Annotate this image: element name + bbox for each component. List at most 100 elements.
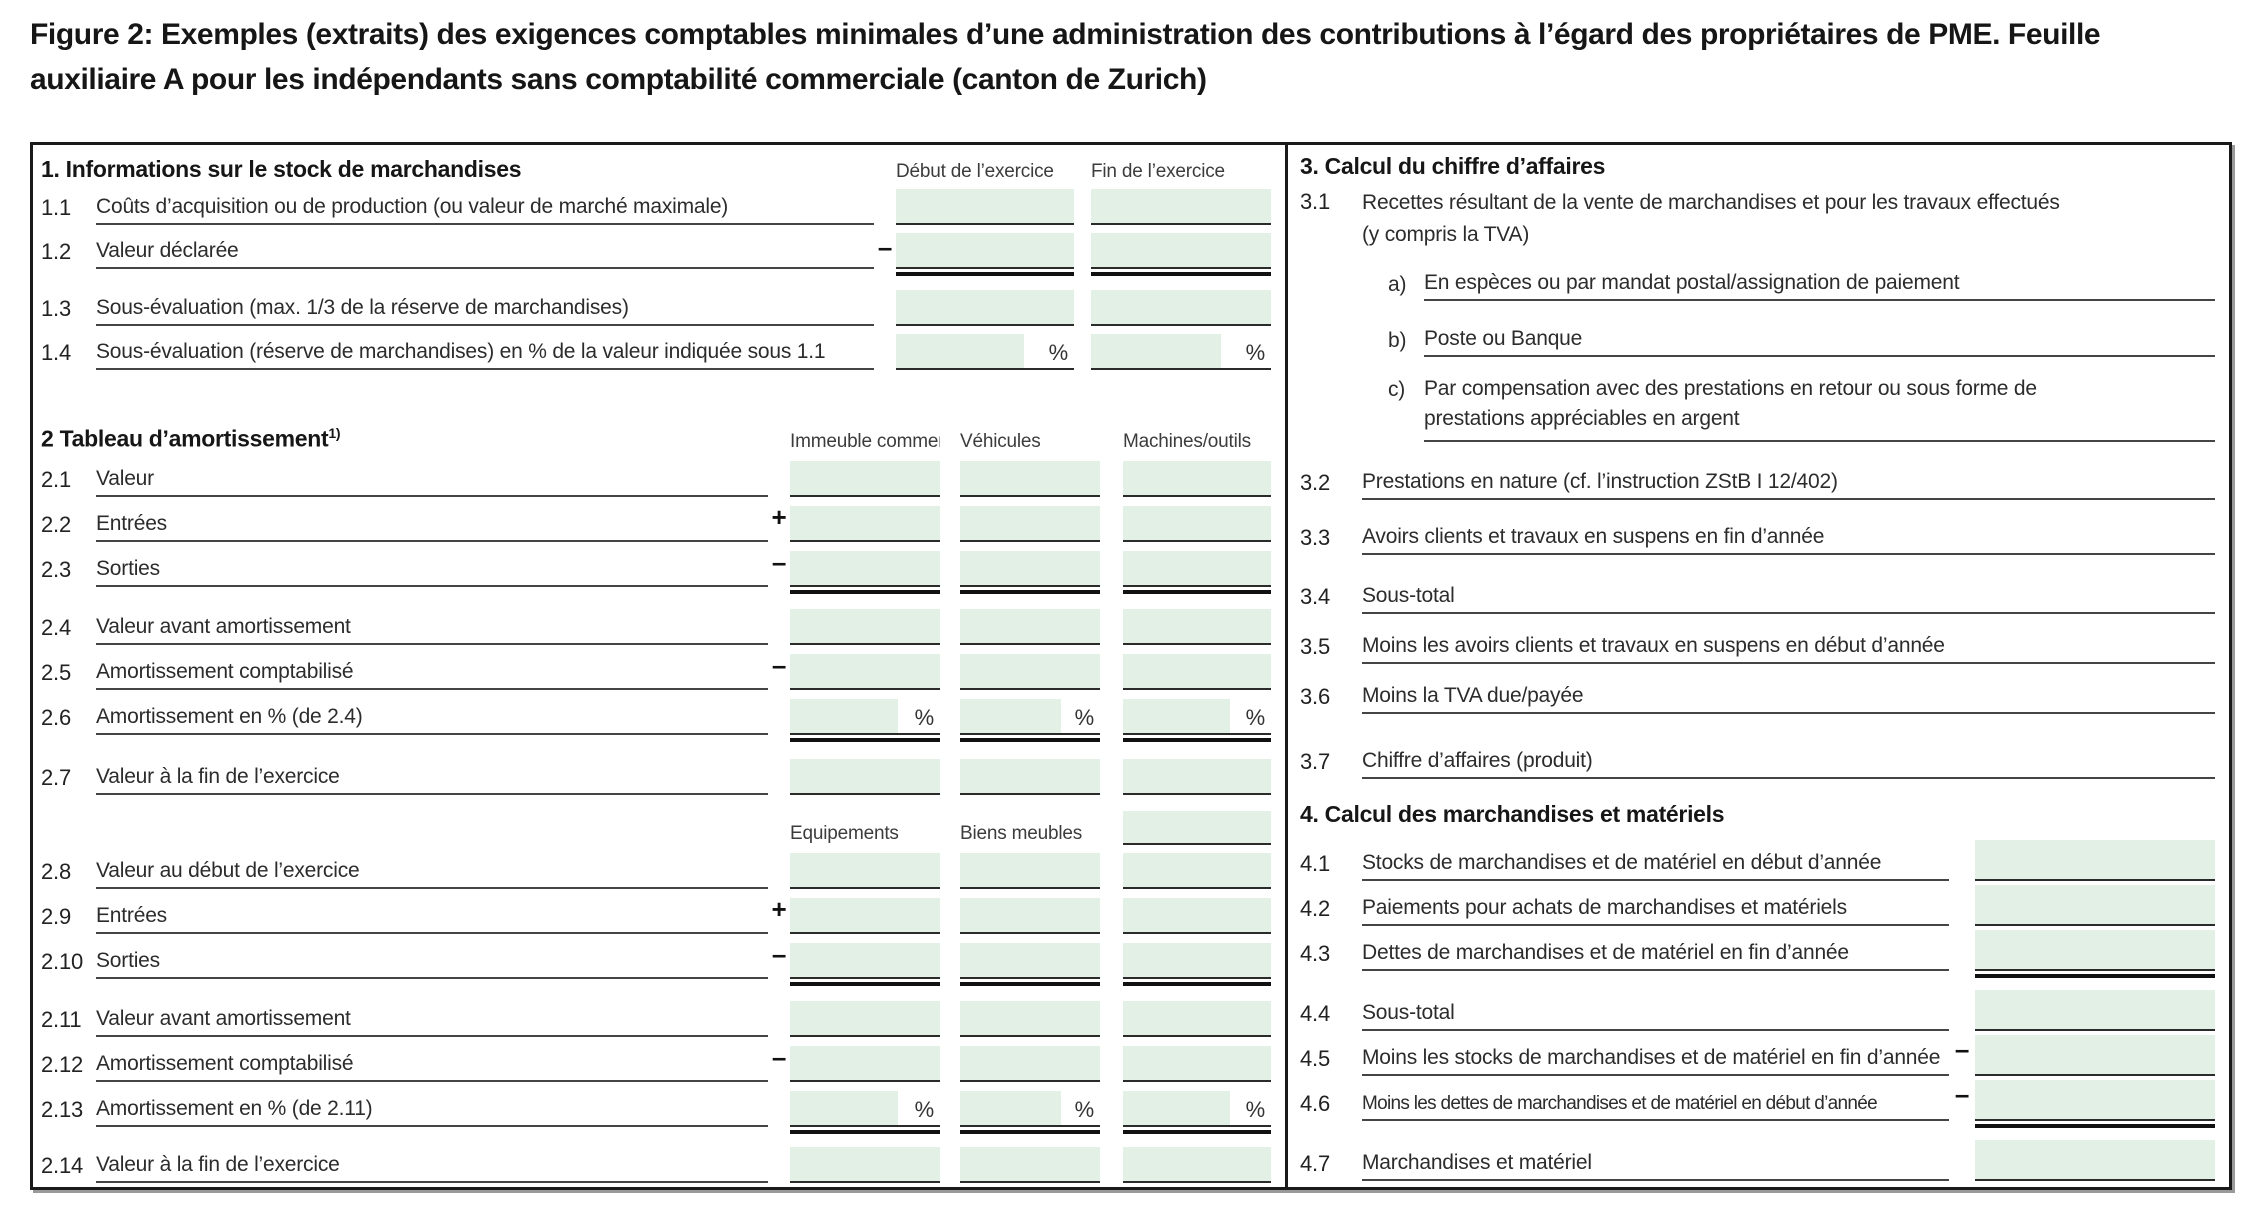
field-2-14-biens-meubles[interactable] (960, 1147, 1100, 1181)
row-number: 4.3 (1300, 941, 1330, 966)
field-4-5[interactable] (1975, 1035, 2215, 1074)
field-1-4-fin[interactable] (1091, 334, 1221, 368)
row-2-3: 2.3 Sorties – (41, 544, 1271, 587)
row-number: 2.4 (41, 615, 71, 640)
row-2-7: 2.7 Valeur à la fin de l’exercice (41, 752, 1271, 795)
total-rule-after-2-10 (41, 979, 1271, 986)
percent-sign: % (1245, 705, 1266, 730)
field-2-7-immeuble[interactable] (790, 759, 940, 793)
row-number: 1.1 (41, 195, 71, 220)
row-number: 4.1 (1300, 851, 1330, 876)
row-number: 2.6 (41, 705, 71, 730)
field-2-12-equipements[interactable] (790, 1046, 940, 1080)
field-2-5-vehicules[interactable] (960, 654, 1100, 688)
row-4-6: 4.6 Moins les dettes de marchandises et … (1300, 1076, 2215, 1121)
field-2-7-vehicules[interactable] (960, 759, 1100, 793)
field-2-13-custom[interactable] (1123, 1091, 1230, 1125)
field-2-4-immeuble[interactable] (790, 609, 940, 643)
field-2-9-equipements[interactable] (790, 898, 940, 932)
field-2-3-machines[interactable] (1123, 551, 1271, 585)
row-label: Amortissement en % (de 2.4) (96, 692, 768, 735)
field-4-3[interactable] (1975, 930, 2215, 969)
field-2-14-custom[interactable] (1123, 1147, 1271, 1181)
field-2-12-custom[interactable] (1123, 1046, 1271, 1080)
row-2-6: 2.6 Amortissement en % (de 2.4) % % % (41, 692, 1271, 735)
field-2-4-machines[interactable] (1123, 609, 1271, 643)
row-number: 2.1 (41, 467, 71, 492)
row-label: Par compensation avec des prestations en… (1424, 374, 2215, 442)
field-2-10-equipements[interactable] (790, 943, 940, 977)
row-operator (768, 846, 790, 889)
field-2-1-vehicules[interactable] (960, 461, 1100, 495)
field-2-7-machines[interactable] (1123, 759, 1271, 793)
field-2-3-vehicules[interactable] (960, 551, 1100, 585)
field-2-2-vehicules[interactable] (960, 506, 1100, 540)
row-2-2: 2.2 Entrées + (41, 499, 1271, 542)
field-2-5-immeuble[interactable] (790, 654, 940, 688)
field-2-2-machines[interactable] (1123, 506, 1271, 540)
row-4-3: 4.3 Dettes de marchandises et de matérie… (1300, 926, 2215, 971)
field-2-3-immeuble[interactable] (790, 551, 940, 585)
field-2-2-immeuble[interactable] (790, 506, 940, 540)
field-2-8-custom[interactable] (1123, 853, 1271, 887)
field-2-13-biens-meubles[interactable] (960, 1091, 1061, 1125)
field-2-1-machines[interactable] (1123, 461, 1271, 495)
row-operator (768, 454, 790, 497)
field-1-4-debut[interactable] (896, 334, 1025, 368)
field-4-4[interactable] (1975, 990, 2215, 1029)
field-2-1-immeuble[interactable] (790, 461, 940, 495)
section-1-title: 1. Informations sur le stock de marchand… (41, 156, 522, 182)
field-2-14-equipements[interactable] (790, 1147, 940, 1181)
field-2-6-immeuble[interactable] (790, 699, 898, 733)
field-2-8-biens-meubles[interactable] (960, 853, 1100, 887)
field-2-12-biens-meubles[interactable] (960, 1046, 1100, 1080)
row-label: En espèces ou par mandat postal/assignat… (1424, 263, 2215, 301)
field-2-6-vehicules[interactable] (960, 699, 1061, 733)
field-2-9-custom[interactable] (1123, 898, 1271, 932)
field-4-6[interactable] (1975, 1080, 2215, 1119)
row-3-1: 3.1 Recettes résultant de la vente de ma… (1300, 187, 2215, 251)
row-4-2: 4.2 Paiements pour achats de marchandise… (1300, 881, 2215, 926)
field-2-6-machines[interactable] (1123, 699, 1230, 733)
section-3-title: 3. Calcul du chiffre d’affaires (1300, 153, 1606, 179)
row-2-1: 2.1 Valeur (41, 454, 1271, 497)
field-4-7[interactable] (1975, 1140, 2215, 1179)
row-2-13: 2.13 Amortissement en % (de 2.11) % % % (41, 1084, 1271, 1127)
row-2-4: 2.4 Valeur avant amortissement (41, 602, 1271, 645)
field-2-11-biens-meubles[interactable] (960, 1001, 1100, 1035)
field-2-5-machines[interactable] (1123, 654, 1271, 688)
field-1-3-debut[interactable] (896, 290, 1074, 324)
row-label: Valeur (96, 454, 768, 497)
field-2-4-vehicules[interactable] (960, 609, 1100, 643)
field-4-1[interactable] (1975, 840, 2215, 879)
row-label: Moins les dettes de marchandises et de m… (1362, 1076, 1949, 1121)
field-2-13-equipements[interactable] (790, 1091, 898, 1125)
field-2-9-biens-meubles[interactable] (960, 898, 1100, 932)
row-label: Chiffre d’affaires (produit) (1362, 740, 2215, 779)
field-2-10-custom[interactable] (1123, 943, 1271, 977)
row-label: Sous-évaluation (réserve de marchandises… (96, 332, 874, 370)
row-number: 3.6 (1300, 684, 1330, 709)
percent-sign: % (1048, 340, 1069, 365)
field-custom-column-header[interactable] (1123, 811, 1271, 843)
row-number: 2.2 (41, 512, 71, 537)
row-number: 2.14 (41, 1153, 84, 1178)
field-2-11-custom[interactable] (1123, 1001, 1271, 1035)
row-label: Sorties (96, 544, 768, 587)
field-1-1-fin[interactable] (1091, 189, 1271, 223)
row-label: Avoirs clients et travaux en suspens en … (1362, 516, 2215, 555)
field-1-2-fin[interactable] (1091, 233, 1271, 267)
field-2-10-biens-meubles[interactable] (960, 943, 1100, 977)
row-2-5: 2.5 Amortissement comptabilisé – (41, 647, 1271, 690)
field-2-11-equipements[interactable] (790, 1001, 940, 1035)
row-2-9: 2.9 Entrées + (41, 891, 1271, 934)
row-number: 3.2 (1300, 470, 1330, 495)
percent-sign: % (1245, 1097, 1266, 1122)
field-1-2-debut[interactable] (896, 233, 1074, 267)
field-1-3-fin[interactable] (1091, 290, 1271, 324)
field-1-1-debut[interactable] (896, 189, 1074, 223)
item-letter: a) (1388, 273, 1407, 296)
field-2-8-equipements[interactable] (790, 853, 940, 887)
field-4-2[interactable] (1975, 885, 2215, 924)
total-rule-after-2-6 (41, 735, 1271, 742)
